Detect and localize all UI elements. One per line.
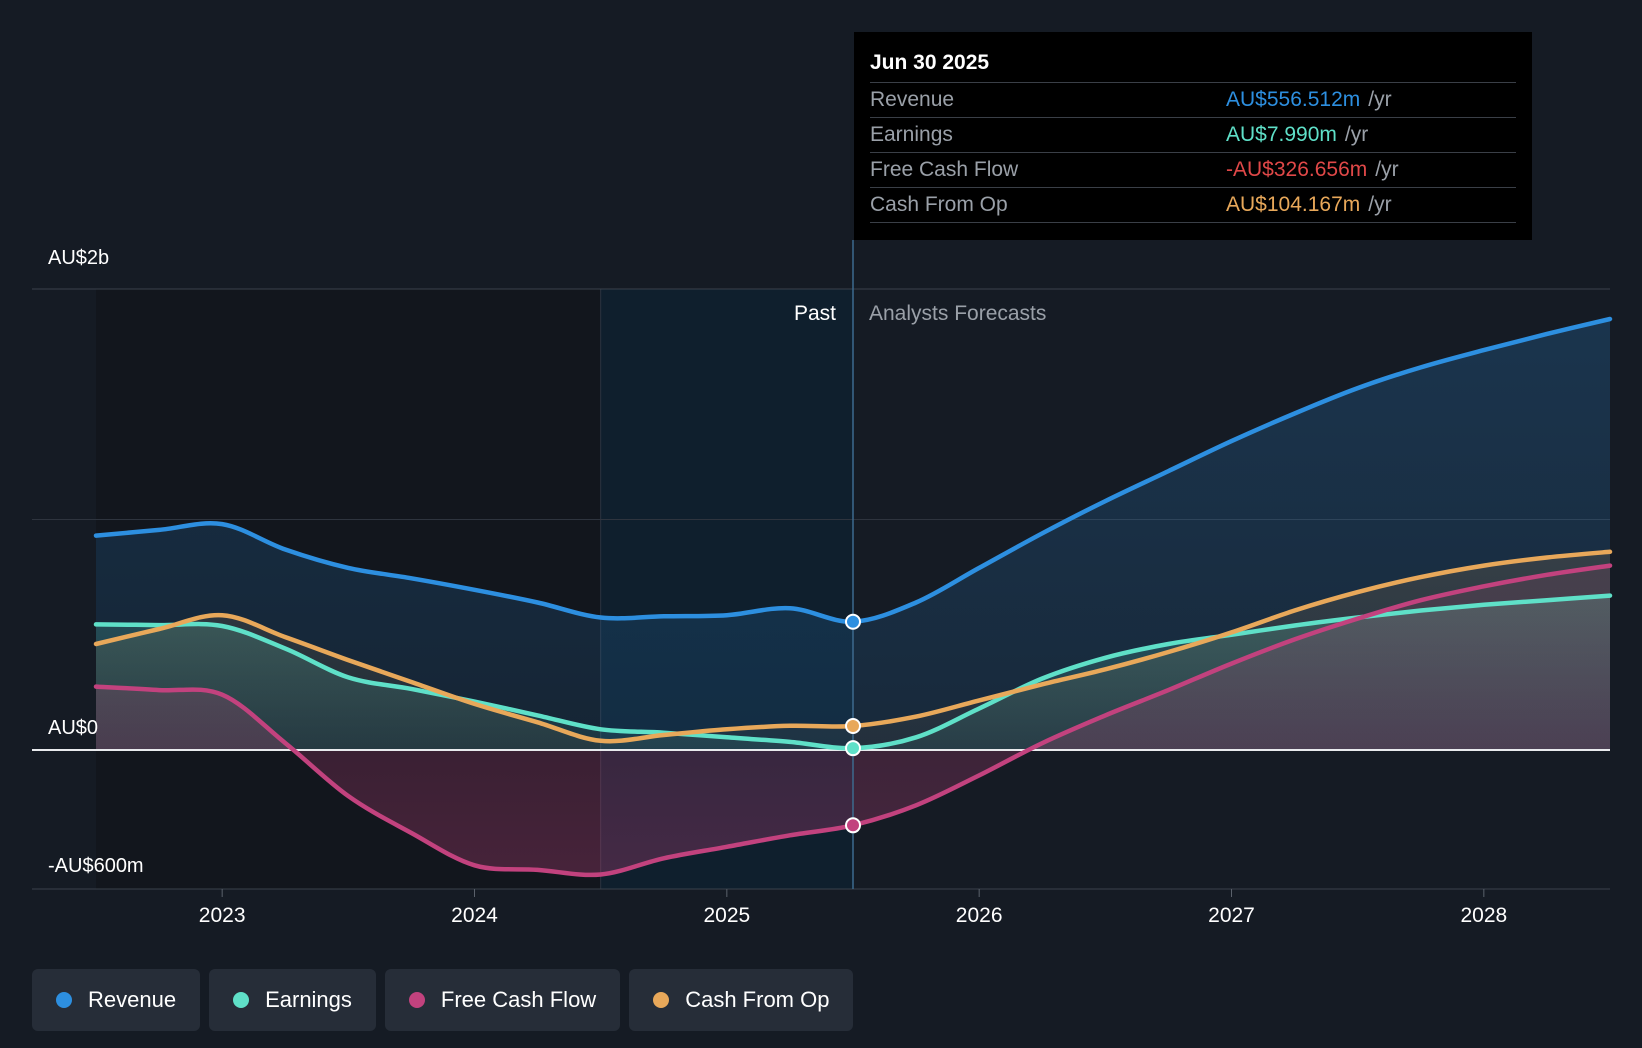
x-tick-label: 2023 [199, 904, 246, 927]
marker-revenue[interactable] [845, 613, 861, 630]
tooltip-unit: /yr [1375, 158, 1399, 181]
marker-free-cash-flow[interactable] [845, 817, 861, 834]
tooltip-value: AU$7.990m [1226, 123, 1337, 146]
legend-label: Cash From Op [685, 987, 830, 1012]
tooltip-row-revenue: Revenue AU$556.512m /yr [870, 83, 1516, 118]
tooltip-unit: /yr [1368, 88, 1392, 111]
x-axis-ticks: 2023 2024 2025 2026 2027 2028 [199, 889, 1507, 927]
tooltip-unit: /yr [1344, 123, 1369, 146]
legend-label: Free Cash Flow [440, 987, 597, 1012]
legend-item-earnings[interactable]: Earnings [209, 969, 376, 1031]
series-areas [96, 319, 1610, 875]
x-tick-label: 2028 [1460, 904, 1507, 927]
legend-dot-icon [233, 992, 250, 1008]
series-markers [845, 613, 861, 834]
legend-label: Earnings [265, 987, 352, 1012]
tooltip-value: -AU$326.656m [1226, 158, 1368, 181]
x-tick-label: 2025 [703, 904, 750, 927]
tooltip-label: Free Cash Flow [870, 158, 1019, 181]
x-tick-label: 2024 [451, 904, 498, 927]
tooltip-label: Cash From Op [870, 193, 1008, 216]
tooltip-value: AU$556.512m [1226, 88, 1361, 111]
legend-item-revenue[interactable]: Revenue [32, 969, 201, 1031]
legend-dot-icon [408, 992, 425, 1008]
x-tick-label: 2026 [956, 904, 1003, 927]
forecast-label: Analysts Forecasts [869, 302, 1046, 325]
tooltip-date: Jun 30 2025 [870, 46, 1516, 83]
legend-item-free-cash-flow[interactable]: Free Cash Flow [384, 969, 621, 1031]
tooltip-row-free-cash-flow: Free Cash Flow -AU$326.656m /yr [870, 153, 1516, 188]
tooltip-value: AU$104.167m [1226, 193, 1361, 216]
legend-dot-icon [56, 992, 72, 1008]
area-free-cash-flow [96, 565, 1610, 875]
x-tick-label: 2027 [1208, 904, 1255, 927]
data-tooltip: Jun 30 2025 Revenue AU$556.512m /yr Earn… [854, 32, 1532, 240]
marker-cash-from-op[interactable] [845, 717, 861, 734]
past-label: Past [794, 302, 836, 325]
legend-label: Revenue [88, 987, 177, 1012]
marker-earnings[interactable] [845, 740, 861, 757]
tooltip-unit: /yr [1368, 193, 1392, 216]
y-axis-label-bottom: -AU$600m [48, 855, 144, 877]
tooltip-label: Earnings [870, 123, 953, 146]
chart-legend: Revenue Earnings Free Cash Flow Cash Fro… [32, 969, 854, 1031]
tooltip-row-earnings: Earnings AU$7.990m /yr [870, 118, 1516, 153]
legend-dot-icon [653, 992, 670, 1008]
legend-item-cash-from-op[interactable]: Cash From Op [629, 969, 854, 1031]
area-cash-from-op [96, 551, 1610, 750]
tooltip-row-cash-from-op: Cash From Op AU$104.167m /yr [870, 188, 1516, 223]
y-axis-label-zero: AU$0 [48, 717, 98, 739]
tooltip-label: Revenue [870, 88, 955, 111]
y-axis-label-top: AU$2b [48, 247, 109, 269]
